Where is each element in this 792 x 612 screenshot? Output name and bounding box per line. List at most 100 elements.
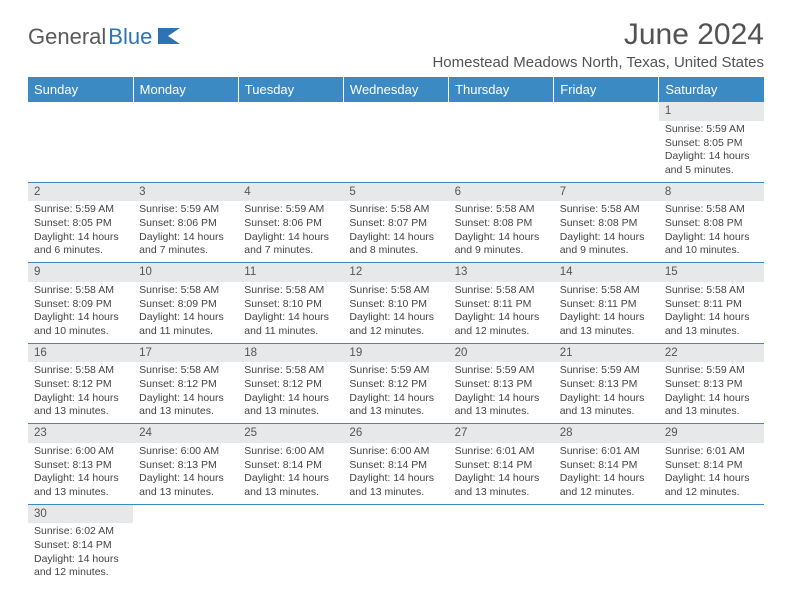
day-cell: Sunrise: 5:58 AMSunset: 8:08 PMDaylight:… [554, 201, 659, 262]
sunrise-text: Sunrise: 5:58 AM [455, 284, 548, 298]
day-number-cell: 29 [659, 424, 764, 443]
sunset-text: Sunset: 8:13 PM [560, 378, 653, 392]
daylight-text-1: Daylight: 14 hours [349, 231, 442, 245]
day-cell [659, 523, 764, 584]
sunset-text: Sunset: 8:12 PM [244, 378, 337, 392]
day-number-cell: 12 [343, 263, 448, 282]
daylight-text-2: and 9 minutes. [560, 244, 653, 258]
daylight-text-2: and 6 minutes. [34, 244, 127, 258]
daylight-text-2: and 8 minutes. [349, 244, 442, 258]
daylight-text-2: and 12 minutes. [349, 325, 442, 339]
daylight-text-1: Daylight: 14 hours [34, 472, 127, 486]
day-number-cell [133, 102, 238, 121]
daylight-text-2: and 13 minutes. [349, 405, 442, 419]
sunrise-text: Sunrise: 6:00 AM [34, 445, 127, 459]
day-cell: Sunrise: 5:58 AMSunset: 8:11 PMDaylight:… [659, 282, 764, 343]
sunset-text: Sunset: 8:09 PM [139, 298, 232, 312]
daylight-text-2: and 13 minutes. [34, 486, 127, 500]
day-number-row: 2345678 [28, 182, 764, 201]
day-cell: Sunrise: 6:01 AMSunset: 8:14 PMDaylight:… [449, 443, 554, 504]
day-number-cell: 25 [238, 424, 343, 443]
flag-icon [158, 26, 184, 49]
daylight-text-1: Daylight: 14 hours [34, 392, 127, 406]
sunrise-text: Sunrise: 5:58 AM [349, 284, 442, 298]
day-cell [133, 523, 238, 584]
day-number-cell: 5 [343, 182, 448, 201]
daylight-text-1: Daylight: 14 hours [34, 311, 127, 325]
day-cell: Sunrise: 5:58 AMSunset: 8:09 PMDaylight:… [133, 282, 238, 343]
daylight-text-2: and 13 minutes. [139, 405, 232, 419]
day-number-cell: 16 [28, 343, 133, 362]
daylight-text-2: and 13 minutes. [34, 405, 127, 419]
day-number-cell [343, 102, 448, 121]
day-cell: Sunrise: 5:58 AMSunset: 8:11 PMDaylight:… [449, 282, 554, 343]
day-cell [343, 523, 448, 584]
sunrise-text: Sunrise: 5:58 AM [139, 284, 232, 298]
day-body-row: Sunrise: 6:00 AMSunset: 8:13 PMDaylight:… [28, 443, 764, 504]
day-number-cell: 9 [28, 263, 133, 282]
sunrise-text: Sunrise: 5:58 AM [349, 203, 442, 217]
day-body-row: Sunrise: 5:59 AMSunset: 8:05 PMDaylight:… [28, 121, 764, 182]
sunrise-text: Sunrise: 6:00 AM [139, 445, 232, 459]
day-cell: Sunrise: 6:00 AMSunset: 8:13 PMDaylight:… [133, 443, 238, 504]
daylight-text-2: and 13 minutes. [560, 405, 653, 419]
daylight-text-1: Daylight: 14 hours [139, 311, 232, 325]
daylight-text-1: Daylight: 14 hours [244, 311, 337, 325]
day-number-cell: 24 [133, 424, 238, 443]
weekday-header: Friday [554, 77, 659, 102]
sunrise-text: Sunrise: 5:58 AM [665, 284, 758, 298]
sunrise-text: Sunrise: 5:58 AM [139, 364, 232, 378]
daylight-text-1: Daylight: 14 hours [139, 472, 232, 486]
day-cell [449, 523, 554, 584]
daylight-text-2: and 11 minutes. [244, 325, 337, 339]
day-body-row: Sunrise: 5:58 AMSunset: 8:12 PMDaylight:… [28, 362, 764, 423]
daylight-text-1: Daylight: 14 hours [560, 311, 653, 325]
day-cell: Sunrise: 5:59 AMSunset: 8:05 PMDaylight:… [28, 201, 133, 262]
sunrise-text: Sunrise: 6:01 AM [665, 445, 758, 459]
daylight-text-2: and 7 minutes. [139, 244, 232, 258]
day-body-row: Sunrise: 5:59 AMSunset: 8:05 PMDaylight:… [28, 201, 764, 262]
daylight-text-1: Daylight: 14 hours [349, 472, 442, 486]
daylight-text-1: Daylight: 14 hours [34, 231, 127, 245]
sunrise-text: Sunrise: 5:59 AM [34, 203, 127, 217]
daylight-text-1: Daylight: 14 hours [455, 392, 548, 406]
day-number-cell: 6 [449, 182, 554, 201]
daylight-text-1: Daylight: 14 hours [244, 231, 337, 245]
daylight-text-2: and 13 minutes. [455, 486, 548, 500]
daylight-text-1: Daylight: 14 hours [455, 311, 548, 325]
calendar-body: 1Sunrise: 5:59 AMSunset: 8:05 PMDaylight… [28, 102, 764, 584]
day-cell [238, 121, 343, 182]
day-number-cell: 28 [554, 424, 659, 443]
day-number-cell: 19 [343, 343, 448, 362]
sunrise-text: Sunrise: 5:59 AM [560, 364, 653, 378]
sunset-text: Sunset: 8:11 PM [560, 298, 653, 312]
daylight-text-1: Daylight: 14 hours [455, 472, 548, 486]
daylight-text-2: and 13 minutes. [244, 486, 337, 500]
day-cell: Sunrise: 5:59 AMSunset: 8:13 PMDaylight:… [659, 362, 764, 423]
sunset-text: Sunset: 8:09 PM [34, 298, 127, 312]
day-cell [28, 121, 133, 182]
sunset-text: Sunset: 8:14 PM [665, 459, 758, 473]
sunrise-text: Sunrise: 5:58 AM [560, 284, 653, 298]
sunset-text: Sunset: 8:14 PM [244, 459, 337, 473]
daylight-text-1: Daylight: 14 hours [455, 231, 548, 245]
day-number-cell [449, 102, 554, 121]
day-number-cell [343, 504, 448, 523]
daylight-text-2: and 13 minutes. [349, 486, 442, 500]
weekday-header: Tuesday [238, 77, 343, 102]
logo-text-general: General [28, 24, 106, 50]
day-cell: Sunrise: 5:59 AMSunset: 8:06 PMDaylight:… [238, 201, 343, 262]
daylight-text-1: Daylight: 14 hours [244, 472, 337, 486]
daylight-text-1: Daylight: 14 hours [665, 392, 758, 406]
day-number-row: 9101112131415 [28, 263, 764, 282]
sunrise-text: Sunrise: 5:59 AM [665, 364, 758, 378]
day-cell: Sunrise: 5:59 AMSunset: 8:06 PMDaylight:… [133, 201, 238, 262]
sunset-text: Sunset: 8:06 PM [244, 217, 337, 231]
sunset-text: Sunset: 8:12 PM [139, 378, 232, 392]
day-number-cell: 26 [343, 424, 448, 443]
day-number-row: 30 [28, 504, 764, 523]
day-cell: Sunrise: 5:58 AMSunset: 8:11 PMDaylight:… [554, 282, 659, 343]
day-cell: Sunrise: 5:59 AMSunset: 8:13 PMDaylight:… [554, 362, 659, 423]
day-number-cell: 30 [28, 504, 133, 523]
daylight-text-2: and 13 minutes. [455, 405, 548, 419]
